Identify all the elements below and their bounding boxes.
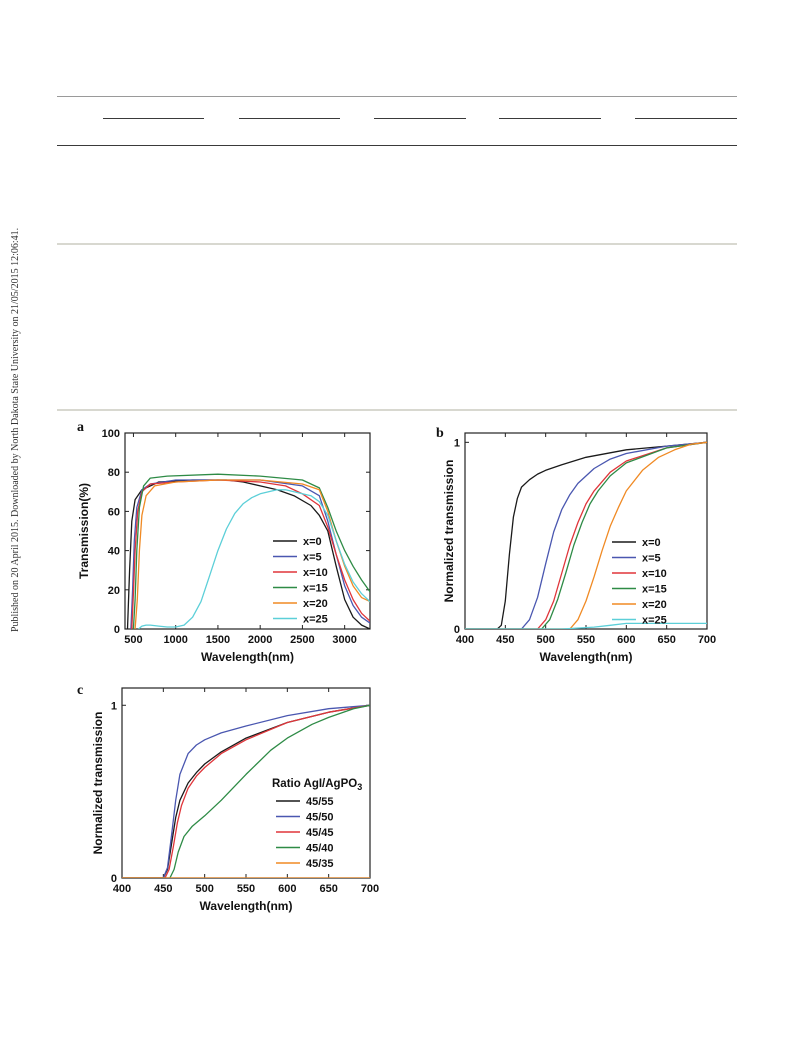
chart-panel-b: 400 450 500 550 600 650 700 0 1 Wavelength(nm) Nor… [442, 432, 716, 664]
x-tick-label: 650 [657, 634, 675, 646]
panel-label-a: a [77, 420, 84, 435]
y-tick-label: 20 [108, 585, 120, 597]
x-axis-label: Wavelength(nm) [540, 650, 633, 664]
legend-label-45/50: 45/50 [306, 812, 334, 824]
legend-label-x=0: x=0 [642, 537, 661, 549]
legend-label-x=25: x=25 [642, 615, 667, 627]
y-tick-label: 0 [454, 624, 460, 636]
x-axis-label: Wavelength(nm) [201, 650, 294, 664]
x-tick-label: 500 [536, 634, 554, 646]
y-tick-label: 0 [114, 624, 120, 636]
x-tick-label: 2000 [248, 634, 272, 646]
x-tick-label: 600 [617, 634, 635, 646]
y-tick-label: 1 [111, 700, 117, 712]
x-tick-label: 400 [113, 883, 131, 895]
x-tick-label: 500 [195, 883, 213, 895]
y-axis-label: Transmission(%) [77, 483, 91, 579]
y-tick-label: 100 [102, 428, 120, 440]
x-tick-label: 550 [237, 883, 255, 895]
legend-label-x=5: x=5 [303, 552, 322, 564]
x-tick-label: 1000 [163, 634, 187, 646]
legend-label-x=25: x=25 [303, 614, 328, 626]
x-tick-label: 500 [124, 634, 142, 646]
series-group [122, 704, 370, 878]
x-tick-label: 450 [154, 883, 172, 895]
x-tick-label: 700 [361, 883, 379, 895]
series-line-x=25 [465, 622, 707, 629]
legend-label-x=20: x=20 [303, 598, 328, 610]
download-note: Published on 20 April 2015. Downloaded b… [10, 227, 21, 632]
header-rule-top [57, 96, 737, 97]
x-tick-label: 600 [278, 883, 296, 895]
series-line-x=20 [134, 479, 370, 629]
series-line-45/45 [122, 704, 370, 878]
y-tick-label: 60 [108, 506, 120, 518]
legend-label-x=15: x=15 [642, 584, 667, 596]
x-tick-label: 400 [456, 634, 474, 646]
series-line-45/40 [122, 704, 370, 878]
series-line-x=0 [126, 479, 370, 629]
series-line-x=5 [130, 479, 370, 629]
header-rule-group-1 [103, 118, 204, 119]
legend-label-x=15: x=15 [303, 583, 328, 595]
series-line-x=15 [465, 441, 707, 629]
header-rule-group-2 [239, 118, 340, 119]
chart-panel-c: 400 450 500 550 600 650 700 0 1 Wavelength(nm) Nor… [91, 687, 379, 913]
series-line-x=10 [131, 479, 370, 629]
series-line-x=25 [138, 489, 370, 629]
header-rule-bottom [57, 145, 737, 146]
header-rule-group-3 [374, 118, 466, 119]
panel-label-c: c [77, 683, 84, 698]
legend-label-45/55: 45/55 [306, 796, 334, 808]
x-tick-label: 450 [496, 634, 514, 646]
legend-label-45/35: 45/35 [306, 858, 334, 870]
plot-frame [124, 432, 371, 630]
header-rule-group-5 [635, 118, 737, 119]
x-tick-label: 1500 [206, 634, 230, 646]
legend-label-x=10: x=10 [303, 567, 328, 579]
legend-title: Ratio AgI/AgPO3 [272, 778, 362, 792]
legend-label-x=20: x=20 [642, 599, 667, 611]
legend-label-x=10: x=10 [642, 568, 667, 580]
series-line-x=15 [132, 473, 370, 629]
series-group [126, 473, 370, 629]
y-axis-label: Normalized transmission [442, 460, 456, 603]
x-tick-label: 550 [577, 634, 595, 646]
x-axis-label: Wavelength(nm) [200, 899, 293, 913]
legend-label-x=5: x=5 [642, 553, 661, 565]
series-line-x=10 [465, 441, 707, 629]
x-tick-label: 650 [319, 883, 337, 895]
legend-label-x=0: x=0 [303, 536, 322, 548]
section-divider-1 [57, 243, 737, 245]
y-tick-label: 80 [108, 467, 120, 479]
legend-label-45/40: 45/40 [306, 843, 334, 855]
header-rule-group-4 [499, 118, 601, 119]
series-line-x=5 [465, 441, 707, 629]
y-tick-label: 1 [454, 437, 460, 449]
chart-panel-a: 500 1000 1500 2000 2500 3000 0 20 40 60 80 100 Wavel… [77, 428, 371, 664]
series-line-x=0 [465, 441, 707, 629]
y-tick-label: 0 [111, 873, 117, 885]
series-group [465, 441, 707, 629]
y-tick-label: 40 [108, 546, 120, 558]
x-tick-label: 700 [698, 634, 716, 646]
x-tick-label: 2500 [290, 634, 314, 646]
series-line-x=20 [465, 441, 707, 629]
series-line-45/50 [122, 704, 370, 878]
section-divider-2 [57, 409, 737, 411]
y-axis-label: Normalized transmission [91, 712, 105, 855]
panel-label-b: b [436, 426, 444, 441]
legend-label-45/45: 45/45 [306, 827, 334, 839]
x-tick-label: 3000 [332, 634, 356, 646]
